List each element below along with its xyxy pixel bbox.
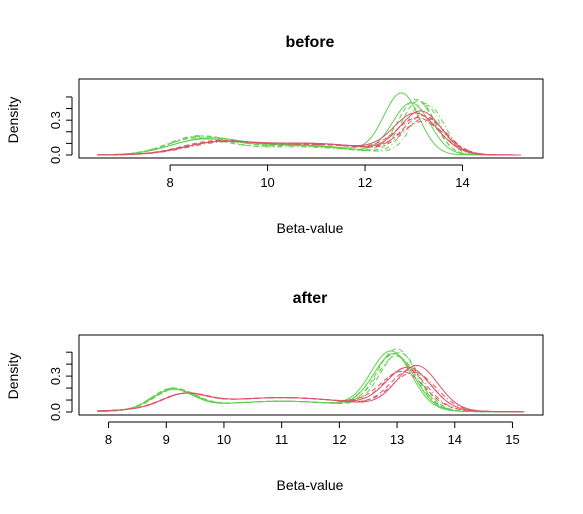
density-curve-green-4 <box>96 352 524 413</box>
chart-title: before <box>286 34 335 51</box>
density-curve-green-5 <box>96 102 521 156</box>
x-axis: 8 10 12 14 <box>166 164 470 190</box>
x-tick-label: 13 <box>390 432 404 447</box>
density-curves <box>96 92 522 156</box>
density-curve-red-12 <box>96 367 525 413</box>
x-tick-label: 14 <box>448 432 462 447</box>
plot-frame <box>78 334 544 416</box>
density-curve-green-5 <box>96 355 524 413</box>
y-tick-label: 0.0 <box>48 146 63 164</box>
density-curve-green-1 <box>96 350 524 413</box>
x-tick-label: 15 <box>505 432 519 447</box>
y-axis: 0.0 0.3 <box>48 351 73 421</box>
before-panel: before Beta-value Density 8 10 12 14 0.0 0.3 <box>5 34 544 236</box>
x-tick-label: 9 <box>163 432 170 447</box>
x-tick-label: 12 <box>332 432 346 447</box>
after-panel: after Beta-value Density 8 9 10 11 12 13 14 15 … <box>5 290 544 493</box>
plot-frame <box>78 78 544 159</box>
density-curve-red-11 <box>96 120 521 156</box>
density-curve-red-10 <box>96 117 521 156</box>
x-axis-label: Beta-value <box>277 477 344 493</box>
x-tick-label: 10 <box>260 175 274 190</box>
y-tick-label: 0.0 <box>48 403 63 421</box>
y-axis: 0.0 0.3 <box>48 96 73 164</box>
density-curve-red-8 <box>96 112 521 156</box>
density-curve-red-9 <box>96 115 522 156</box>
x-axis-label: Beta-value <box>277 220 344 236</box>
x-tick-label: 10 <box>217 432 231 447</box>
y-tick-label: 0.3 <box>48 367 63 385</box>
x-tick-label: 8 <box>166 175 173 190</box>
density-curve-green-2 <box>96 102 521 156</box>
density-curves <box>96 348 525 413</box>
chart-title: after <box>293 290 328 307</box>
x-tick-label: 8 <box>105 432 112 447</box>
x-tick-label: 11 <box>275 432 289 447</box>
density-curve-green-6 <box>96 354 524 413</box>
x-tick-label: 12 <box>358 175 372 190</box>
x-axis: 8 9 10 11 12 13 14 15 <box>105 421 520 447</box>
density-curve-green-2 <box>96 352 524 413</box>
y-axis-label: Density <box>5 353 21 400</box>
y-tick-label: 0.3 <box>48 111 63 129</box>
y-axis-label: Density <box>5 97 21 144</box>
density-curve-red-8 <box>96 364 525 413</box>
x-tick-label: 14 <box>455 175 469 190</box>
density-curve-red-12 <box>96 117 521 156</box>
